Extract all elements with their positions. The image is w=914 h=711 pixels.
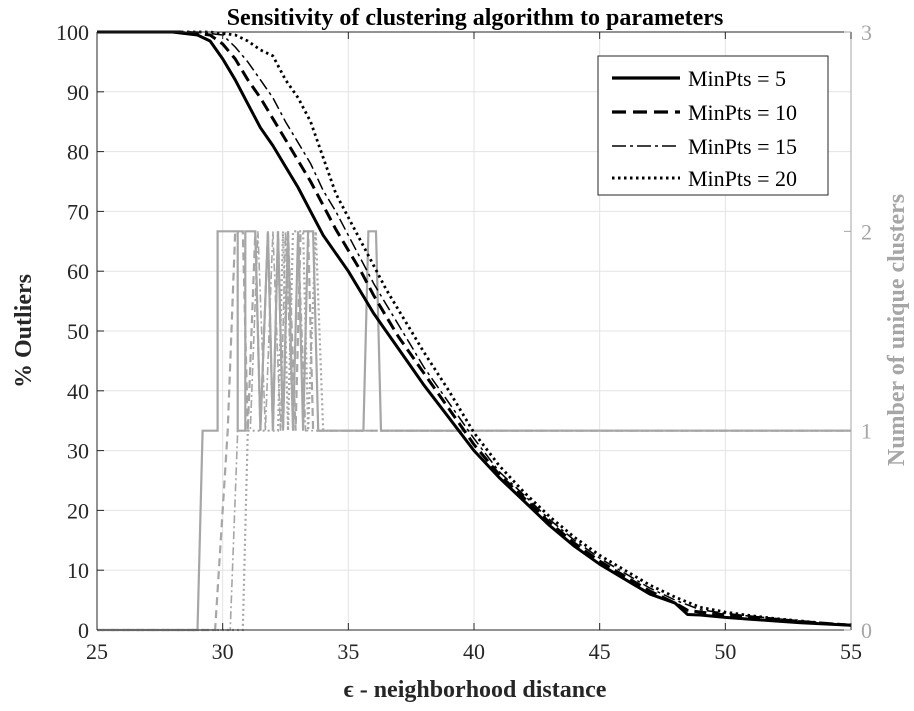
y-tick-label: 100 [56,20,89,45]
outlier-series-group [97,30,852,627]
legend-item: MinPts = 5 [612,66,786,91]
y-right-tick-label: 0 [861,618,872,643]
y-axis-right-label: Number of unique clusters [884,194,910,466]
y-tick-label: 0 [78,618,89,643]
x-tick-label: 35 [337,639,359,664]
y-right-tick-label: 2 [861,219,872,244]
x-axis-label: ϵ - neighborhood distance [344,677,607,703]
y-tick-label: 60 [67,259,89,284]
y-right-tick-label: 3 [861,20,872,45]
cluster-series-line [97,230,851,632]
y-tick-label: 70 [67,199,89,224]
chart-title: Sensitivity of clustering algorithm to p… [227,5,724,31]
legend-item: MinPts = 15 [612,134,797,159]
legend-item: MinPts = 20 [612,166,797,191]
y-tick-label: 80 [67,140,89,165]
x-tick-label: 50 [714,639,736,664]
x-tick-label: 45 [589,639,611,664]
legend-label: MinPts = 10 [688,100,797,125]
cluster-series-line [97,230,851,632]
legend: MinPts = 5 MinPts = 10 MinPts = 15 MinPt… [597,55,829,196]
y-tick-label: 90 [67,80,89,105]
legend-label: MinPts = 20 [688,166,797,191]
cluster-series-line [97,231,851,631]
y-tick-label: 40 [67,379,89,404]
legend-label: MinPts = 15 [688,134,797,159]
outlier-series-line [97,31,852,626]
legend-item: MinPts = 10 [612,100,797,125]
x-tick-label: 40 [463,639,485,664]
y-tick-label: 30 [67,439,89,464]
x-tick-label: 25 [86,639,108,664]
legend-label: MinPts = 5 [688,66,786,91]
cluster-series-group [97,230,851,632]
y-tick-label: 50 [67,319,89,344]
y-axis-label: % Outliers [11,274,37,388]
y-right-tick-label: 1 [861,419,872,444]
outlier-series-line [97,30,852,627]
x-tick-label: 30 [212,639,234,664]
axes [96,31,852,631]
outlier-series-line [97,30,852,627]
outlier-series-line [97,30,852,627]
x-tick-label: 55 [840,639,862,664]
y-tick-label: 20 [67,498,89,523]
y-tick-label: 10 [67,558,89,583]
